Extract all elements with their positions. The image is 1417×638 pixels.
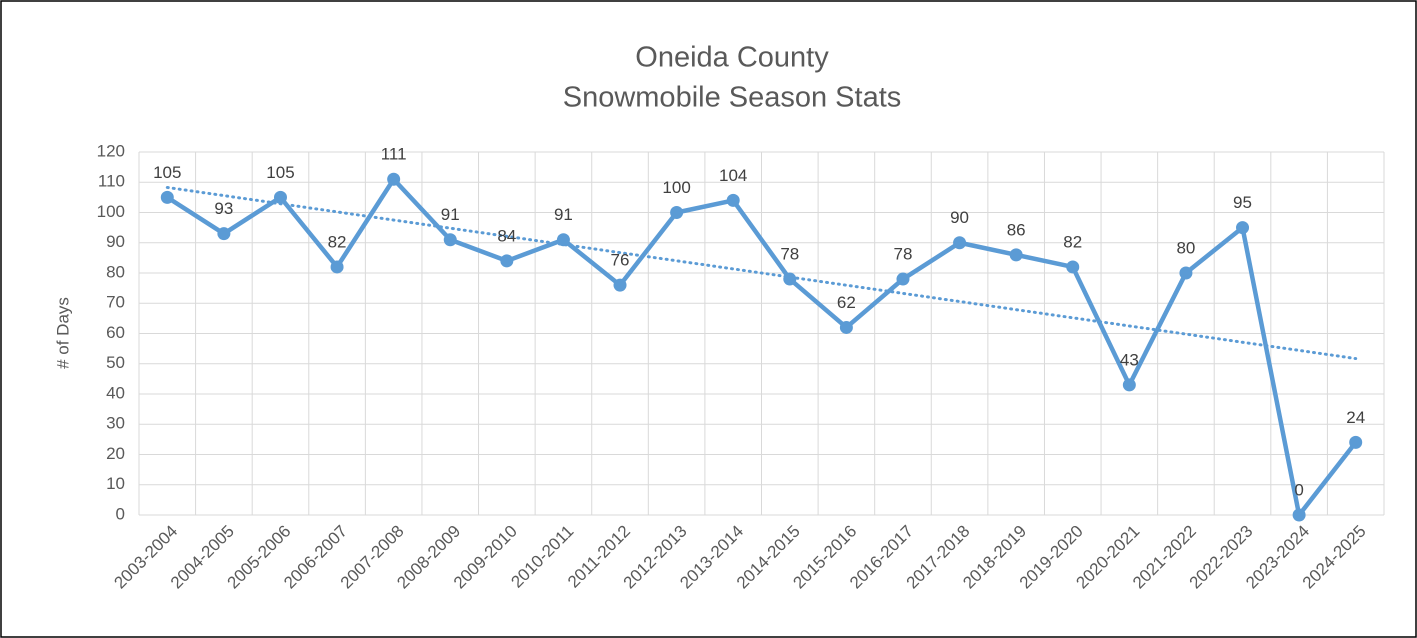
marker (953, 236, 967, 250)
marker (1349, 435, 1363, 449)
line (166, 176, 1358, 518)
marker (556, 233, 570, 247)
marker (1009, 248, 1023, 262)
marker (670, 206, 684, 219)
marker (839, 320, 853, 334)
marker (726, 193, 740, 207)
data-label: 111 (381, 145, 407, 164)
y-tick-label: 60 (106, 323, 125, 342)
y-tick-label: 40 (106, 383, 125, 402)
chart-title: Oneida County (635, 42, 829, 74)
y-tick-label: 70 (106, 293, 125, 312)
data-label: 86 (1007, 220, 1026, 239)
y-tick-label: 90 (106, 232, 125, 251)
marker (613, 278, 627, 292)
marker (217, 227, 231, 241)
data-label: 100 (662, 178, 690, 197)
marker (1066, 260, 1080, 274)
data-label: 43 (1120, 350, 1139, 369)
y-tick-label: 50 (106, 353, 125, 372)
y-tick-label: 120 (97, 141, 125, 160)
marker (783, 272, 797, 286)
data-label: 105 (153, 163, 181, 182)
y-tick-label: 100 (97, 202, 125, 221)
data-label: 80 (1176, 238, 1195, 257)
data-label: 0 (1294, 480, 1303, 499)
marker (1236, 221, 1250, 235)
data-label: 24 (1346, 408, 1365, 427)
y-tick-label: 80 (106, 262, 125, 281)
data-label: 82 (328, 232, 347, 251)
data-label: 104 (719, 166, 747, 185)
marker (1122, 378, 1136, 392)
data-label: 62 (837, 293, 856, 312)
marker (896, 272, 910, 286)
marker (443, 233, 457, 247)
data-label: 78 (894, 245, 913, 264)
data-label: 93 (214, 199, 233, 218)
marker (1179, 266, 1193, 280)
data-label: 95 (1233, 193, 1252, 212)
data-label: 91 (554, 205, 573, 224)
marker (160, 190, 174, 204)
y-axis-label: # of Days (53, 297, 72, 369)
marker (500, 254, 514, 268)
data-label: 84 (497, 226, 516, 245)
y-tick-label: 10 (106, 474, 125, 493)
marker (387, 172, 401, 186)
marker (1292, 508, 1306, 522)
y-tick-label: 30 (106, 414, 125, 433)
marker (330, 260, 344, 274)
y-tick-label: 0 (116, 504, 125, 523)
data-label: 76 (611, 251, 630, 270)
data-label: 78 (780, 245, 799, 264)
chart-title: Snowmobile Season Stats (563, 82, 902, 114)
marker (273, 190, 287, 204)
data-label: 91 (441, 205, 460, 224)
data-label: 105 (266, 163, 294, 182)
data-label: 90 (950, 208, 969, 227)
y-tick-label: 20 (106, 444, 125, 463)
data-label: 82 (1063, 232, 1082, 251)
y-tick-label: 110 (98, 172, 125, 191)
